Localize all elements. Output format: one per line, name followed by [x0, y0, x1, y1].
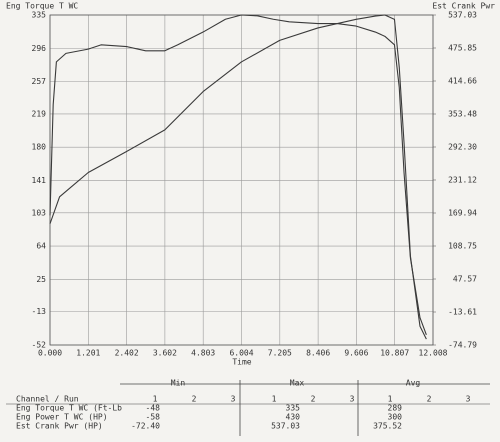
y2-tick-label: 292.30	[448, 143, 477, 152]
y2-tick-label: 47.57	[453, 275, 477, 284]
table-run: 3	[466, 395, 471, 404]
x-tick-label: 3.602	[153, 349, 177, 358]
table-row-label: Eng Power T WC (HP)	[16, 413, 108, 422]
x-tick-label: 12.008	[419, 349, 448, 358]
x-tick-label: 10.807	[380, 349, 409, 358]
x-tick-label: 0.000	[38, 349, 62, 358]
y-tick-label: 25	[36, 275, 46, 284]
table-run: 1	[388, 395, 393, 404]
table-run: 2	[427, 395, 432, 404]
table-run: 3	[231, 395, 236, 404]
y-axis-title: Eng Torque T WC	[6, 2, 78, 11]
data-line	[49, 14, 427, 340]
y2-tick-label: 537.03	[448, 11, 477, 20]
table-cell: 300	[388, 413, 403, 422]
table-group-header: Min	[171, 379, 186, 388]
y-tick-label: 257	[32, 77, 47, 86]
table-row-label: Est Crank Pwr (HP)	[16, 422, 103, 431]
table-cell: -72.40	[131, 422, 160, 431]
x-tick-label: 9.606	[344, 349, 368, 358]
table-cell: -48	[146, 404, 161, 413]
y-tick-label: 103	[32, 208, 47, 217]
x-tick-label: 4.803	[191, 349, 215, 358]
x-tick-label: 2.402	[115, 349, 139, 358]
y2-tick-label: 475.85	[448, 43, 477, 52]
table-group-header: Avg	[406, 379, 421, 388]
table-cell: 430	[286, 413, 301, 422]
y2-tick-label: 169.94	[448, 208, 477, 217]
x-tick-label: 6.004	[229, 349, 253, 358]
table-cell: 289	[388, 404, 403, 413]
table-row-label: Eng Torque T WC (Ft-Lb	[16, 404, 122, 413]
table-cell: -58	[146, 413, 161, 422]
table-run: 1	[153, 395, 158, 404]
table-run: 2	[311, 395, 316, 404]
y2-tick-label: 231.12	[448, 176, 477, 185]
x-tick-label: 1.201	[76, 349, 100, 358]
y2-tick-label: 353.48	[448, 110, 477, 119]
table-cell: 375.52	[373, 422, 402, 431]
y-tick-label: 219	[32, 109, 47, 118]
data-line	[49, 14, 427, 335]
table-group-header: Max	[290, 379, 305, 388]
y2-tick-label: 414.66	[448, 77, 477, 86]
table-cell: 537.03	[271, 422, 300, 431]
y2-tick-label: -74.79	[448, 341, 477, 350]
y2-tick-label: 108.75	[448, 242, 477, 251]
table-header: Channel / Run	[16, 395, 79, 404]
y-tick-label: 180	[32, 143, 47, 152]
y2-axis-title: Est Crank Pwr	[432, 2, 495, 11]
y-tick-label: 141	[32, 176, 47, 185]
x-tick-label: 8.406	[306, 349, 330, 358]
table-run: 1	[272, 395, 277, 404]
x-axis-title: Time	[232, 358, 251, 367]
y-tick-label: 296	[32, 44, 47, 53]
y-tick-label: -52	[32, 341, 47, 350]
x-tick-label: 7.205	[268, 349, 292, 358]
y-tick-label: 335	[32, 11, 47, 20]
y-tick-label: -13	[32, 307, 47, 316]
table-run: 2	[192, 395, 197, 404]
y-tick-label: 64	[36, 242, 46, 251]
table-run: 3	[350, 395, 355, 404]
stats-table: Channel / Run Min 1 2 3 Max 1 2 3 Avg 1 2 3 Eng Torqu…	[16, 379, 471, 431]
table-cell: 335	[286, 404, 301, 413]
y2-tick-label: -13.61	[448, 308, 477, 317]
